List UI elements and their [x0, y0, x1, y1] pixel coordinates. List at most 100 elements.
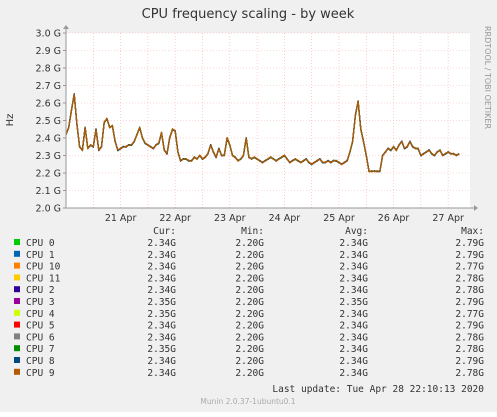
legend-swatch-cpu-0: [14, 239, 20, 245]
legend-cur-cpu-5: 2.34G: [147, 321, 176, 332]
legend-avg-cpu-6: 2.34G: [339, 332, 368, 343]
legend-swatch-cpu-3: [14, 298, 20, 304]
legend-name-cpu-1: CPU 1: [26, 250, 55, 261]
legend-header-avg: Avg:: [345, 226, 368, 237]
y-tick-label: 2.3 G: [36, 151, 62, 162]
y-tick-label: 2.8 G: [36, 64, 62, 75]
legend-avg-cpu-1: 2.34G: [339, 250, 368, 261]
legend-cur-cpu-3: 2.35G: [147, 297, 176, 308]
legend-max-cpu-5: 2.79G: [455, 321, 484, 332]
x-axis-arrow: [474, 205, 478, 211]
legend-min-cpu-3: 2.20G: [235, 297, 264, 308]
legend-name-cpu-4: CPU 4: [26, 309, 55, 320]
legend-max-cpu-3: 2.79G: [455, 297, 484, 308]
legend-name-cpu-8: CPU 8: [26, 356, 55, 367]
y-axis-label: Hz: [5, 114, 16, 127]
legend-min-cpu-0: 2.20G: [235, 238, 264, 249]
legend-cur-cpu-11: 2.34G: [147, 273, 176, 284]
chart-title: CPU frequency scaling - by week: [142, 7, 355, 22]
legend-max-cpu-7: 2.78G: [455, 344, 484, 355]
legend-header-cur: Cur:: [153, 226, 176, 237]
legend-min-cpu-8: 2.20G: [235, 356, 264, 367]
legend-avg-cpu-11: 2.34G: [339, 273, 368, 284]
legend-max-cpu-11: 2.78G: [455, 273, 484, 284]
legend-min-cpu-10: 2.20G: [235, 262, 264, 273]
legend-swatch-cpu-7: [14, 345, 20, 352]
legend-swatch-cpu-5: [14, 321, 20, 328]
munin-version-footer: Munin 2.0.37-1ubuntu0.1: [200, 397, 295, 406]
legend-swatch-cpu-11: [14, 274, 20, 281]
legend-cur-cpu-6: 2.34G: [147, 332, 176, 343]
legend-min-cpu-7: 2.20G: [235, 344, 264, 355]
legend-cur-cpu-9: 2.34G: [147, 368, 176, 379]
legend-swatch-cpu-8: [14, 357, 20, 363]
legend-name-cpu-0: CPU 0: [26, 238, 55, 249]
legend-avg-cpu-4: 2.34G: [339, 309, 368, 320]
legend-header-max: Max:: [461, 226, 484, 237]
legend-min-cpu-9: 2.20G: [235, 368, 264, 379]
legend-swatch-cpu-9: [14, 368, 20, 375]
legend-min-cpu-6: 2.20G: [235, 332, 264, 343]
legend-cur-cpu-0: 2.34G: [147, 238, 176, 249]
legend-cur-cpu-10: 2.34G: [147, 262, 176, 273]
legend-header-min: Min:: [241, 226, 264, 237]
legend-max-cpu-6: 2.78G: [455, 332, 484, 343]
legend-avg-cpu-2: 2.34G: [339, 285, 368, 296]
x-tick-label: 24 Apr: [269, 213, 301, 224]
legend-cur-cpu-8: 2.34G: [147, 356, 176, 367]
legend-name-cpu-6: CPU 6: [26, 332, 55, 343]
legend-min-cpu-11: 2.20G: [235, 273, 264, 284]
y-tick-label: 2.1 G: [36, 186, 62, 197]
legend-name-cpu-3: CPU 3: [26, 297, 55, 308]
legend-max-cpu-1: 2.79G: [455, 250, 484, 261]
y-tick-label: 2.6 G: [36, 99, 62, 110]
legend-swatch-cpu-4: [14, 309, 20, 316]
legend-max-cpu-9: 2.78G: [455, 368, 484, 379]
legend-name-cpu-11: CPU 11: [26, 273, 61, 284]
legend-cur-cpu-2: 2.34G: [147, 285, 176, 296]
legend-min-cpu-1: 2.20G: [235, 250, 264, 261]
legend-avg-cpu-3: 2.35G: [339, 297, 368, 308]
legend-swatch-cpu-2: [14, 286, 20, 293]
y-axis-arrow: [63, 25, 69, 29]
legend-avg-cpu-9: 2.34G: [339, 368, 368, 379]
legend: Cur: Min: Avg: Max: CPU 0 2.34G 2.20G 2.34G…: [14, 226, 484, 379]
legend-avg-cpu-7: 2.34G: [339, 344, 368, 355]
legend-avg-cpu-0: 2.34G: [339, 238, 368, 249]
legend-swatch-cpu-1: [14, 250, 20, 257]
legend-cur-cpu-7: 2.35G: [147, 344, 176, 355]
y-tick-labels: 2.0 G 2.1 G 2.2 G 2.3 G 2.4 G 2.5 G 2.6 G 2.7 G…: [36, 29, 62, 215]
legend-cur-cpu-4: 2.35G: [147, 309, 176, 320]
x-tick-label: 23 Apr: [214, 213, 246, 224]
legend-max-cpu-0: 2.79G: [455, 238, 484, 249]
grid-lines: [63, 32, 470, 209]
y-tick-label: 2.2 G: [36, 169, 62, 180]
legend-min-cpu-5: 2.20G: [235, 321, 264, 332]
legend-avg-cpu-8: 2.34G: [339, 356, 368, 367]
x-tick-label: 22 Apr: [159, 213, 191, 224]
y-tick-label: 3.0 G: [36, 29, 62, 40]
legend-avg-cpu-10: 2.34G: [339, 262, 368, 273]
y-tick-label: 2.4 G: [36, 134, 62, 145]
axes: [63, 25, 478, 211]
y-tick-label: 2.0 G: [36, 204, 62, 215]
y-tick-label: 2.5 G: [36, 116, 62, 127]
legend-avg-cpu-5: 2.34G: [339, 321, 368, 332]
x-tick-labels: 21 Apr 22 Apr 23 Apr 24 Apr 25 Apr 26 Apr 27 A…: [105, 213, 464, 224]
last-update-text: Last update: Tue Apr 28 22:10:13 2020: [272, 384, 484, 395]
legend-name-cpu-2: CPU 2: [26, 285, 55, 296]
legend-max-cpu-8: 2.79G: [455, 356, 484, 367]
legend-max-cpu-4: 2.77G: [455, 309, 484, 320]
y-tick-label: 2.7 G: [36, 81, 62, 92]
x-tick-label: 25 Apr: [323, 213, 355, 224]
x-tick-label: 21 Apr: [105, 213, 137, 224]
legend-name-cpu-10: CPU 10: [26, 262, 61, 273]
legend-name-cpu-5: CPU 5: [26, 321, 55, 332]
rrdtool-watermark: RRDTOOL / TOBI OETIKER: [483, 26, 492, 129]
x-tick-label: 26 Apr: [378, 213, 410, 224]
legend-name-cpu-7: CPU 7: [26, 344, 55, 355]
legend-cur-cpu-1: 2.34G: [147, 250, 176, 261]
legend-swatch-cpu-10: [14, 262, 20, 269]
